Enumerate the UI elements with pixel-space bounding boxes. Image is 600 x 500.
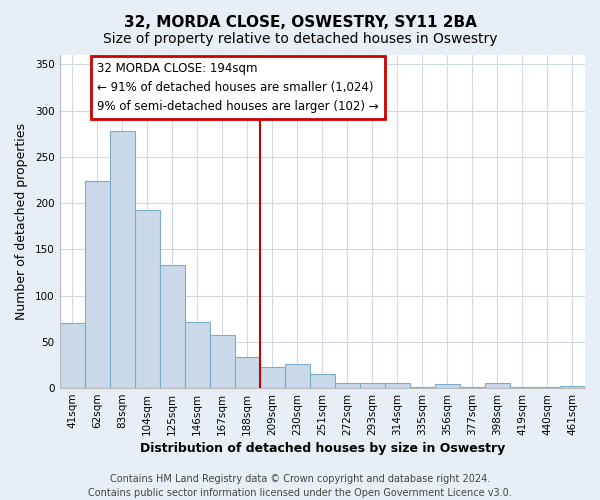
Bar [85,181,110,388]
Bar [185,322,209,388]
Text: 32, MORDA CLOSE, OSWESTRY, SY11 2BA: 32, MORDA CLOSE, OSWESTRY, SY11 2BA [124,15,476,30]
Bar [134,210,160,388]
Bar [485,382,510,388]
Y-axis label: Number of detached properties: Number of detached properties [15,123,28,320]
Bar [510,387,535,388]
Bar [410,387,435,388]
Bar [385,382,410,388]
Bar [535,387,560,388]
Bar [59,324,85,388]
Bar [235,356,260,388]
Bar [560,386,585,388]
Bar [209,336,235,388]
Bar [435,384,460,388]
Bar [110,131,134,388]
Text: 32 MORDA CLOSE: 194sqm
← 91% of detached houses are smaller (1,024)
9% of semi-d: 32 MORDA CLOSE: 194sqm ← 91% of detached… [97,62,379,114]
Bar [260,367,285,388]
Bar [160,265,185,388]
Bar [460,387,485,388]
X-axis label: Distribution of detached houses by size in Oswestry: Distribution of detached houses by size … [140,442,505,455]
Text: Contains HM Land Registry data © Crown copyright and database right 2024.
Contai: Contains HM Land Registry data © Crown c… [88,474,512,498]
Bar [285,364,310,388]
Bar [310,374,335,388]
Bar [360,382,385,388]
Bar [335,384,360,388]
Text: Size of property relative to detached houses in Oswestry: Size of property relative to detached ho… [103,32,497,46]
